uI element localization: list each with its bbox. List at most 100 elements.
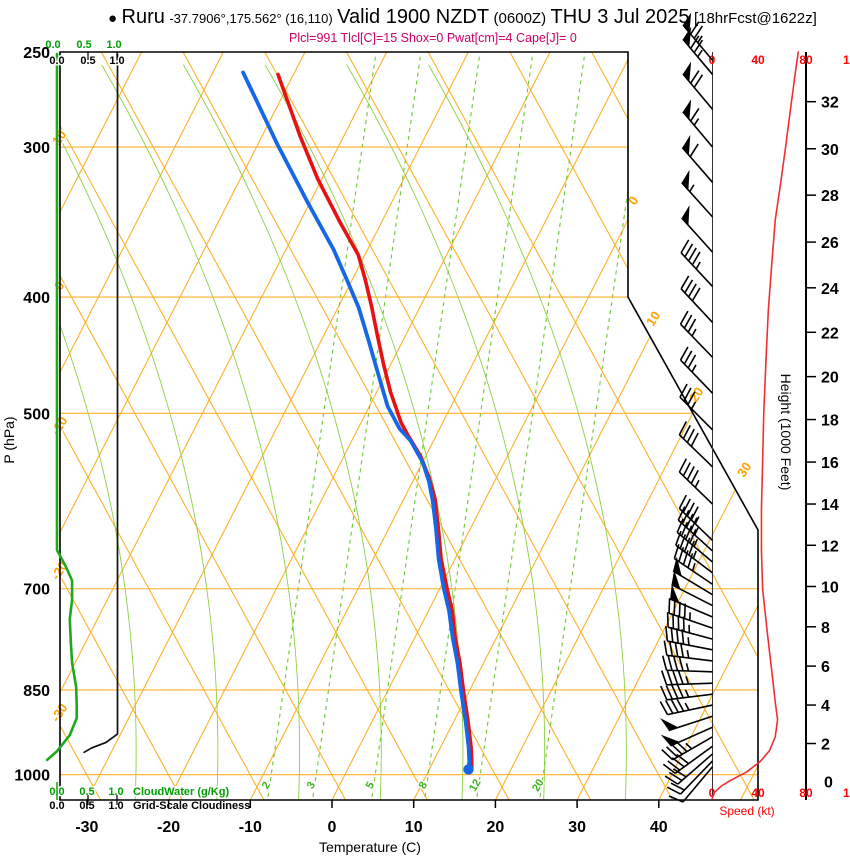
wind-barb-full: [687, 247, 697, 262]
wind-barb-staff: [675, 544, 713, 574]
dry-adiabat-line: [60, 52, 183, 800]
cloudwater-axis-title: CloudWater (g/Kg): [133, 786, 229, 798]
wind-barb-full: [665, 626, 669, 642]
wind-barb-full: [679, 346, 689, 361]
skewt-grid-group: [60, 52, 758, 800]
pressure-tick-label: 850: [23, 683, 50, 700]
pressure-axis-title: P (hPa): [1, 416, 17, 463]
wind-barb-full: [693, 74, 704, 88]
surface-dewpoint-dot: [463, 764, 474, 775]
wind-barb-flag: [671, 569, 681, 590]
height-tick-label: 4: [821, 698, 830, 715]
cloudiness-scale-bottom: 1.0: [108, 800, 123, 812]
wind-barb-staff: [672, 570, 713, 596]
wind-barb-full: [670, 627, 674, 643]
wind-barb-full: [661, 748, 674, 761]
wind-barb-staff: [679, 359, 714, 394]
wind-barb-staff: [667, 626, 713, 640]
wind-barb-half: [685, 663, 690, 672]
dry-adiabat-line: [100, 52, 510, 800]
wind-barb: [668, 766, 714, 803]
wind-barb-full: [672, 768, 687, 778]
height-tick-label: 18: [821, 413, 839, 430]
wind-barb-full: [679, 383, 688, 398]
mixing-ratio-line: [476, 52, 586, 798]
wind-barb-half: [691, 364, 697, 373]
wind-barb-staff: [666, 682, 713, 686]
wind-barb-full: [684, 279, 694, 294]
wind-barb-full: [684, 525, 693, 540]
wind-barb: [682, 12, 714, 61]
wind-barb-half: [693, 118, 700, 126]
wind-barb-flag: [660, 718, 679, 731]
moist-adiabat-line: [183, 64, 382, 800]
valid-time: Valid 1900 NZDT: [337, 6, 490, 28]
wind-barb-full: [680, 239, 690, 254]
height-tick-label: 16: [821, 455, 839, 472]
wind-barb-half: [691, 328, 697, 337]
mixing-ratio-label: 5: [364, 780, 377, 791]
wind-barb-full: [683, 387, 692, 402]
wind-barb: [666, 760, 714, 795]
cloudiness-scale-top: 1.0: [109, 55, 124, 67]
wind-barb-full: [683, 314, 693, 329]
wind-barb-staff: [679, 323, 714, 358]
wind-barb-full: [689, 143, 699, 158]
wind-barb-full: [682, 498, 691, 513]
cloudwater-scale-top: 0.5: [76, 39, 91, 51]
speed-tick-label-bottom: 0: [709, 786, 716, 800]
wind-barb: [679, 346, 714, 394]
wind-barb: [659, 697, 713, 716]
height-tick-label: 26: [821, 235, 839, 252]
wind-barb-full: [683, 603, 687, 619]
wind-barb-flag: [670, 584, 680, 603]
wind-barb-full: [689, 70, 700, 84]
cloudiness-scale-top: 0.0: [49, 55, 64, 67]
wind-barb-half: [692, 550, 697, 559]
wind-barb-full: [682, 424, 691, 440]
wind-barb-staff: [680, 288, 714, 323]
wind-barb: [664, 753, 714, 785]
speed-tick-label-bottom: 80: [799, 786, 813, 800]
speed-tick-label-top: 120: [843, 53, 850, 67]
wind-barb-flag: [660, 734, 680, 746]
wind-barb-full: [664, 775, 679, 785]
wind-barb-full: [682, 462, 691, 477]
wind-barb: [671, 569, 713, 607]
wind-barb-full: [675, 530, 682, 546]
wind-barb-full: [689, 517, 698, 532]
wind-barb-full: [668, 641, 674, 657]
station-name: Ruru: [121, 6, 165, 28]
dry-adiabat-line: [427, 52, 758, 800]
wind-barb-full: [671, 669, 679, 685]
wind-barb: [675, 530, 713, 574]
height-tick-label: 30: [821, 142, 839, 159]
wind-barb: [661, 655, 713, 673]
wind-barb-full: [666, 670, 673, 685]
cloudwater-scale-bottom: 0.5: [79, 786, 94, 798]
wind-barb: [678, 458, 714, 505]
wind-barb-full: [670, 743, 683, 755]
wind-barb-half: [697, 35, 703, 44]
cloudiness-scale-top: 0.5: [80, 55, 95, 67]
wind-barb-full: [667, 655, 673, 671]
dry-adiabat-line: [264, 52, 673, 800]
wind-barb-full: [683, 350, 693, 365]
temp-tick-label: -30: [75, 819, 98, 836]
wind-barb-full: [678, 601, 681, 617]
chart-title: ● Ruru -37.7906°,175.562° (16,110) Valid…: [108, 6, 817, 29]
moist-adiabat-line: [428, 64, 627, 800]
wind-barb: [681, 169, 714, 218]
wind-barb-full: [689, 108, 700, 122]
moist-adiabat-line: [60, 64, 219, 800]
height-tick-label: 0: [824, 774, 833, 791]
wind-barb-flag: [682, 61, 692, 82]
wind-barb-full: [678, 547, 685, 562]
wind-barb-full: [693, 39, 704, 54]
dry-adiabat-line: [509, 52, 758, 800]
height-tick-label: 12: [821, 538, 839, 555]
height-tick-label: 28: [821, 188, 839, 205]
wind-barb-full: [666, 786, 681, 795]
wind-barb: [673, 543, 713, 585]
